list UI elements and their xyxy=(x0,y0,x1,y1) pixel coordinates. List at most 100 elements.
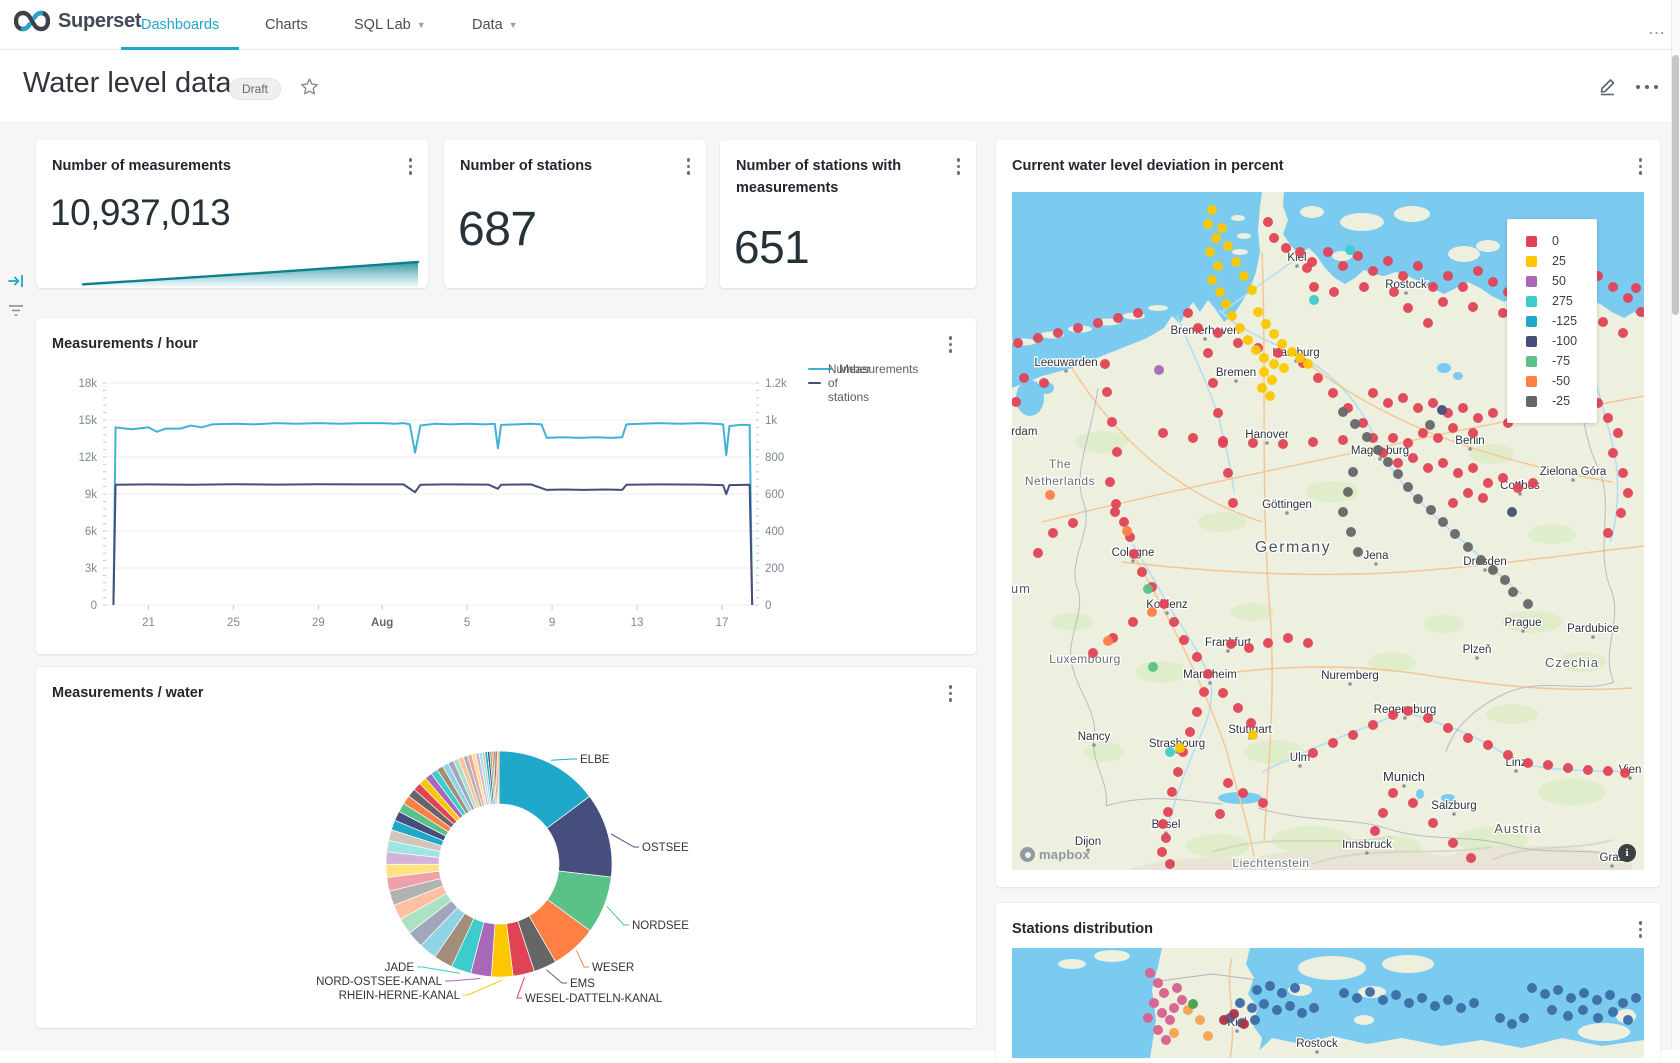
chart-title: Current water level deviation in percent xyxy=(1012,158,1284,174)
nav-item-dashboards[interactable]: Dashboards xyxy=(141,17,220,33)
scrollbar-thumb[interactable] xyxy=(1672,55,1679,315)
svg-text:800: 800 xyxy=(765,452,784,464)
svg-text:3k: 3k xyxy=(85,563,97,575)
kpi-value: 651 xyxy=(734,221,810,273)
top-navbar: Superset ... Dashboards Charts SQL Lab ▼ Dat… xyxy=(0,0,1680,50)
map-city-label: Leeuwarden xyxy=(1034,357,1097,369)
map-legend: 0 25 50 275 -125 -100 -75 -50 -25 xyxy=(1507,219,1597,423)
map-city-label: Zielona Góra xyxy=(1540,466,1607,478)
mapbox-attribution[interactable]: mapbox xyxy=(1020,847,1090,862)
superset-logo-icon xyxy=(14,10,50,32)
card-water-level-deviation-map: Current water level deviation in percent… xyxy=(996,140,1660,887)
expand-filter-bar-icon[interactable] xyxy=(8,274,24,293)
map-city-label: Jena xyxy=(1364,550,1390,562)
map-city-label: Stuttgart xyxy=(1228,724,1272,736)
svg-text:18k: 18k xyxy=(78,378,97,390)
map-city-label: Bremerhaven xyxy=(1170,325,1239,337)
map-city-label: Berlin xyxy=(1455,435,1484,447)
card-title: Number of measurements xyxy=(52,158,231,174)
dashboard-more-menu[interactable] xyxy=(1636,85,1658,89)
card-kebab-menu[interactable] xyxy=(685,156,693,177)
card-kebab-menu[interactable] xyxy=(947,683,955,704)
svg-text:OSTSEE: OSTSEE xyxy=(642,842,689,854)
map-info-icon[interactable]: i xyxy=(1618,844,1636,862)
map-city-label: Salzburg xyxy=(1431,800,1476,812)
svg-text:400: 400 xyxy=(765,526,784,538)
map-city-label: The xyxy=(1049,457,1071,471)
dashboard-canvas: Number of measurements 10,937,013 Number… xyxy=(0,121,1672,1063)
map-city-label: Innsbruck xyxy=(1342,839,1392,851)
card-kebab-menu[interactable] xyxy=(1637,156,1645,177)
map-city-label: Nancy xyxy=(1078,731,1111,743)
dashboard-header: Water level data Draft xyxy=(0,51,1680,121)
edit-pencil-icon[interactable] xyxy=(1598,75,1618,101)
page-scrollbar xyxy=(1671,0,1680,1050)
status-badge: Draft xyxy=(229,78,282,100)
superset-logo[interactable]: Superset xyxy=(14,9,141,33)
card-title: Number of stations with measurements xyxy=(736,158,902,196)
map-legend-item: 275 xyxy=(1526,291,1583,311)
map-city-label: Pardubice xyxy=(1567,623,1619,635)
map-city-label: Ulm xyxy=(1290,752,1310,764)
donut-chart[interactable]: ELBE OSTSEE NORDSEE WESER EMS WESEL-DATTELN-K… xyxy=(36,667,976,1028)
chart-title: Stations distribution xyxy=(1012,921,1153,937)
svg-text:1.2k: 1.2k xyxy=(765,378,787,390)
filter-icon[interactable] xyxy=(8,303,24,322)
map-city-label: Netherlands xyxy=(1025,474,1095,488)
svg-text:9: 9 xyxy=(549,617,555,629)
svg-text:RHEIN-HERNE-KANAL: RHEIN-HERNE-KANAL xyxy=(339,990,461,1002)
kpi-trendline xyxy=(81,260,420,287)
map-legend-item: 25 xyxy=(1526,251,1583,271)
svg-text:29: 29 xyxy=(312,617,325,629)
map-city-label: Prague xyxy=(1504,617,1541,629)
map-city-label: Czechia xyxy=(1545,655,1599,670)
svg-text:WESEL-DATTELN-KANAL: WESEL-DATTELN-KANAL xyxy=(525,993,663,1005)
svg-text:5: 5 xyxy=(464,617,470,629)
svg-text:WESER: WESER xyxy=(592,962,634,974)
map-city-label: Plzeň xyxy=(1463,644,1492,656)
map-legend-item: 0 xyxy=(1526,231,1583,251)
map-city-label: Rostock xyxy=(1296,1038,1338,1050)
legend-item[interactable]: Number of stations xyxy=(808,362,882,404)
svg-text:9k: 9k xyxy=(85,489,97,501)
map-city-label: Nuremberg xyxy=(1321,670,1379,682)
svg-text:12k: 12k xyxy=(78,452,97,464)
svg-text:0: 0 xyxy=(765,600,771,612)
card-kebab-menu[interactable] xyxy=(955,156,963,177)
svg-text:200: 200 xyxy=(765,563,784,575)
chevron-down-icon: ▼ xyxy=(508,20,518,30)
card-stations-with-measurements: Number of stations with measurements 651 xyxy=(720,140,976,288)
nav-item-sql-lab[interactable]: SQL Lab ▼ xyxy=(354,17,426,33)
card-number-of-measurements: Number of measurements 10,937,013 xyxy=(36,140,428,288)
svg-text:21: 21 xyxy=(142,617,155,629)
nav-item-data[interactable]: Data ▼ xyxy=(472,17,518,33)
card-measurements-per-water: Measurements / water ELBE OSTSEE NORDSEE WE… xyxy=(36,667,976,1028)
svg-text:1k: 1k xyxy=(765,415,777,427)
card-kebab-menu[interactable] xyxy=(407,156,415,177)
chart-title: Measurements / hour xyxy=(52,336,198,352)
chart-title: Measurements / water xyxy=(52,685,204,701)
card-kebab-menu[interactable] xyxy=(947,334,955,355)
page-title: Water level data xyxy=(23,67,232,99)
map-city-label: Belgium xyxy=(1012,581,1031,596)
map-city-label: Munich xyxy=(1383,769,1425,784)
map-city-label: Hanover xyxy=(1245,429,1289,441)
favorite-star-icon[interactable] xyxy=(300,77,319,101)
kpi-value: 687 xyxy=(458,203,537,256)
card-kebab-menu[interactable] xyxy=(1637,919,1645,940)
nav-overflow-menu[interactable]: ... xyxy=(1649,22,1666,37)
mapbox-logo-icon xyxy=(1020,847,1035,862)
deviation-map[interactable]: KielRostockBremerhavenHamburgLeeuwardenB… xyxy=(1012,192,1644,870)
svg-text:600: 600 xyxy=(765,489,784,501)
svg-text:25: 25 xyxy=(227,617,240,629)
svg-text:NORD-OSTSEE-KANAL: NORD-OSTSEE-KANAL xyxy=(316,976,442,988)
nav-active-underline xyxy=(121,47,239,50)
nav-item-charts[interactable]: Charts xyxy=(265,17,308,33)
line-chart[interactable]: 18k 1.2k 15k 1k 12k 800 9k 600 6k 400 3k 200 0 0 21 25 2… xyxy=(36,318,976,654)
legend-item[interactable]: Measurements xyxy=(808,362,918,376)
map-legend-item: 50 xyxy=(1526,271,1583,291)
map-legend-item: -125 xyxy=(1526,311,1583,331)
map-legend-item: -50 xyxy=(1526,371,1583,391)
map-city-label: Amsterdam xyxy=(1012,426,1037,438)
